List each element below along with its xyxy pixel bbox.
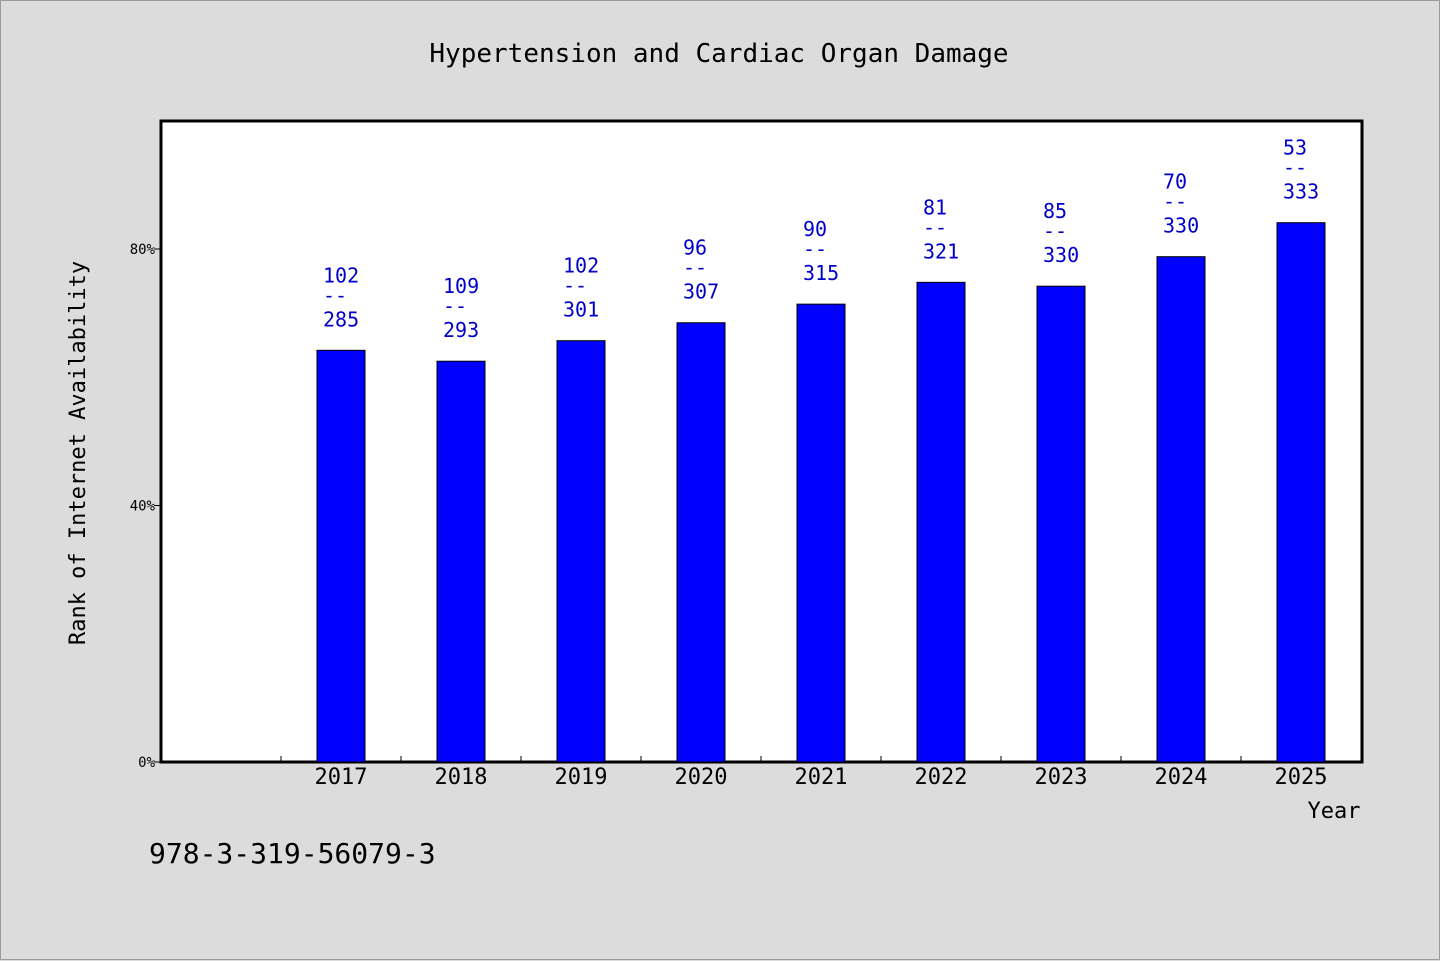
y-axis-label: Rank of Internet Availability [66, 261, 91, 645]
x-tick-label: 2018 [435, 765, 488, 790]
data-label-separator: -- [1163, 190, 1187, 214]
y-tick-label: 0% [138, 755, 155, 771]
x-tick-label: 2025 [1275, 765, 1328, 790]
x-axis-label: Year [1308, 799, 1361, 824]
x-axis: 2017 2018 2019 2020 2021 2022 2023 2024 2025 [280, 756, 1362, 790]
data-label-top: 81 [923, 195, 947, 219]
bar-series [316, 222, 1326, 763]
bar-2018 [436, 360, 486, 763]
data-label-separator: -- [803, 237, 827, 261]
bar-2020 [676, 322, 726, 763]
x-tick-label: 2017 [315, 765, 368, 790]
data-label-separator: -- [1283, 156, 1307, 180]
x-tick-label: 2023 [1035, 765, 1088, 790]
data-label-separator: -- [323, 283, 347, 307]
data-label-bottom: 321 [923, 239, 959, 263]
bar-2021 [796, 303, 846, 763]
x-tick-label: 2021 [795, 765, 848, 790]
bar-2025 [1276, 222, 1326, 763]
data-label-bottom: 307 [683, 280, 719, 304]
bar-2022 [916, 281, 966, 763]
data-labels: 102--285109--293102--30196--30790--31581… [323, 136, 1319, 343]
data-label-separator: -- [1043, 219, 1067, 243]
x-tick-label: 2024 [1155, 765, 1208, 790]
data-label-top: 109 [443, 274, 479, 298]
data-label-separator: -- [923, 215, 947, 239]
data-label-bottom: 285 [323, 307, 359, 331]
x-tick-label: 2020 [675, 765, 728, 790]
data-label-bottom: 333 [1283, 180, 1319, 204]
data-label-bottom: 301 [563, 298, 599, 322]
data-label-top: 90 [803, 217, 827, 241]
data-label-top: 85 [1043, 199, 1067, 223]
footer-isbn: 978-3-319-56079-3 [149, 837, 436, 870]
data-label-bottom: 330 [1163, 214, 1199, 238]
data-label-top: 53 [1283, 136, 1307, 160]
data-label-top: 96 [683, 236, 707, 260]
y-tick-label: 40% [130, 499, 156, 515]
data-label-bottom: 293 [443, 318, 479, 342]
bar-2024 [1156, 256, 1206, 763]
bar-2017 [316, 349, 366, 763]
y-tick-label: 80% [130, 242, 156, 258]
x-tick-label: 2022 [915, 765, 968, 790]
data-label-separator: -- [683, 256, 707, 280]
data-label-top: 70 [1163, 170, 1187, 194]
data-label-top: 102 [323, 263, 359, 287]
y-axis: 0% 40% 80% [130, 242, 161, 771]
bar-2019 [556, 340, 606, 763]
x-tick-label: 2019 [555, 765, 608, 790]
bar-2023 [1036, 285, 1086, 763]
data-label-separator: -- [443, 294, 467, 318]
data-label-top: 102 [563, 254, 599, 278]
data-label-bottom: 330 [1043, 243, 1079, 267]
data-label-separator: -- [563, 274, 587, 298]
chart-title: Hypertension and Cardiac Organ Damage [429, 39, 1008, 69]
data-label-bottom: 315 [803, 261, 839, 285]
